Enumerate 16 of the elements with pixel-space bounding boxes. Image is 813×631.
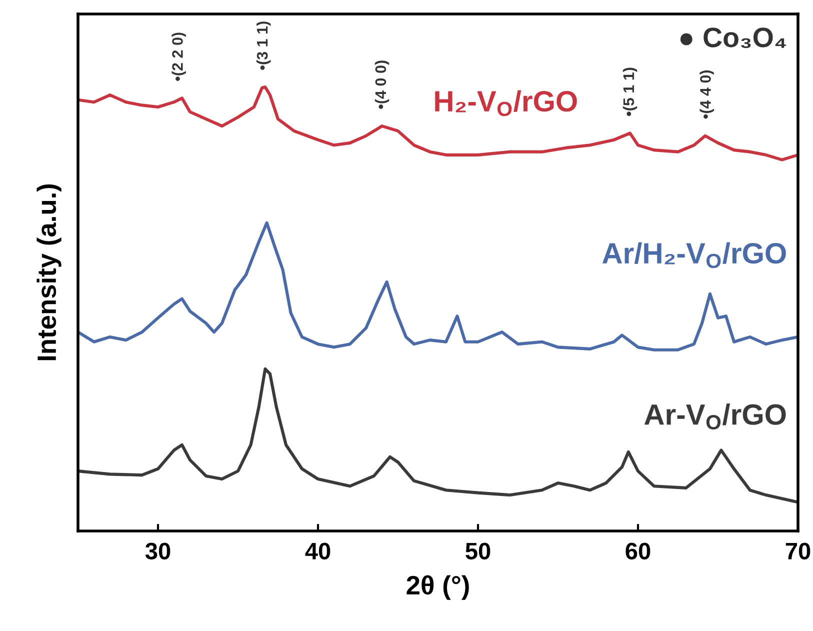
series-label: H₂-V$_{O}$/rGO: [435, 90, 577, 116]
annotation: •(3 1 1): [256, 22, 271, 70]
annotation: •(5 1 1): [622, 68, 638, 116]
x-axis-title: 2θ (°): [406, 575, 469, 600]
annotation: •(2 2 0): [172, 32, 186, 81]
x-tick-label: 60: [626, 542, 650, 560]
y-axis-title: Intensity (a.u.): [36, 184, 62, 360]
x-tick-label: 40: [305, 542, 330, 560]
x-tick-label: 70: [786, 542, 810, 560]
text: ● Co₃O₄: [680, 28, 786, 48]
annotation: •(4 4 0): [700, 70, 714, 119]
annotation: •(4 0 0): [374, 60, 390, 109]
series-label: Ar/H₂-V$_{O}$/rGO: [602, 242, 786, 268]
x-tick-label: 50: [466, 542, 490, 560]
series-label: Ar-V$_{O}$/rGO: [644, 404, 786, 430]
x-tick-label: 30: [145, 542, 170, 560]
